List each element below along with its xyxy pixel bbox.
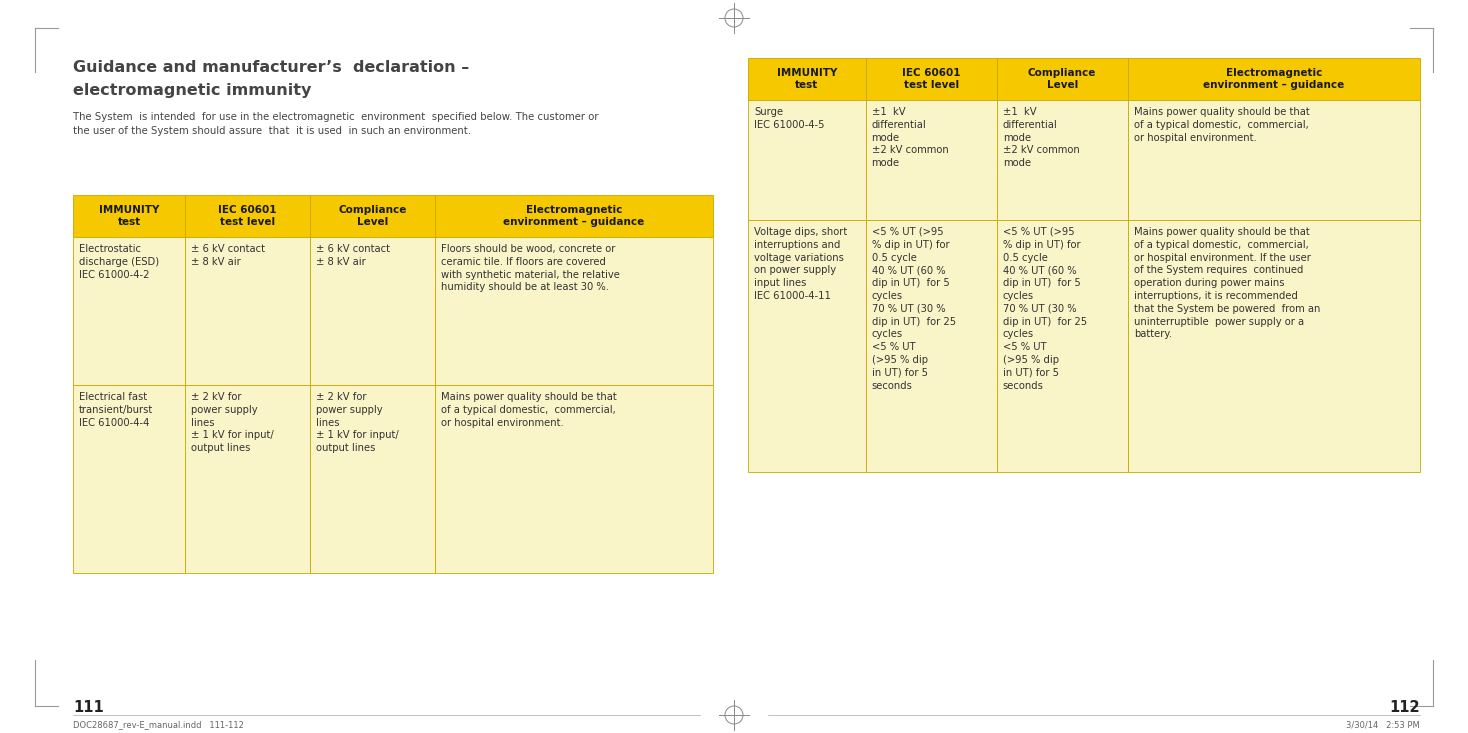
Bar	[435, 195, 713, 237]
Text: Floors should be wood, concrete or
ceramic tile. If floors are covered
with synt: Floors should be wood, concrete or ceram…	[440, 244, 619, 292]
Text: ± 6 kV contact
± 8 kV air: ± 6 kV contact ± 8 kV air	[316, 244, 390, 267]
Bar	[997, 58, 1127, 100]
Bar	[997, 220, 1127, 472]
Text: 111: 111	[73, 700, 104, 715]
Text: <5 % UT (>95
% dip in UT) for
0.5 cycle
40 % UT (60 %
dip in UT)  for 5
cycles
7: <5 % UT (>95 % dip in UT) for 0.5 cycle …	[1003, 227, 1086, 391]
Text: Mains power quality should be that
of a typical domestic,  commercial,
or hospit: Mains power quality should be that of a …	[1133, 107, 1309, 143]
Text: Voltage dips, short
interruptions and
voltage variations
on power supply
input l: Voltage dips, short interruptions and vo…	[755, 227, 847, 301]
Bar	[73, 385, 185, 573]
Bar	[185, 195, 310, 237]
Text: ± 2 kV for
power supply
lines
± 1 kV for input/
output lines: ± 2 kV for power supply lines ± 1 kV for…	[191, 392, 273, 453]
Text: ±1  kV
differential
mode
±2 kV common
mode: ±1 kV differential mode ±2 kV common mod…	[872, 107, 948, 168]
Text: Compliance
Level: Compliance Level	[338, 205, 407, 227]
Bar	[310, 237, 435, 385]
Text: IMMUNITY
test: IMMUNITY test	[98, 205, 159, 227]
Text: IEC 60601
test level: IEC 60601 test level	[901, 68, 960, 90]
Bar	[73, 195, 185, 237]
Text: Compliance
Level: Compliance Level	[1028, 68, 1097, 90]
Bar	[310, 195, 435, 237]
Text: IEC 60601
test level: IEC 60601 test level	[219, 205, 276, 227]
Bar	[73, 237, 185, 385]
Text: Electrical fast
transient/burst
IEC 61000-4-4: Electrical fast transient/burst IEC 6100…	[79, 392, 153, 427]
Bar	[866, 220, 997, 472]
Text: 112: 112	[1389, 700, 1420, 715]
Text: Mains power quality should be that
of a typical domestic,  commercial,
or hospit: Mains power quality should be that of a …	[440, 392, 617, 427]
Text: Electromagnetic
environment – guidance: Electromagnetic environment – guidance	[1204, 68, 1345, 90]
Text: ± 2 kV for
power supply
lines
± 1 kV for input/
output lines: ± 2 kV for power supply lines ± 1 kV for…	[316, 392, 398, 453]
Bar	[1127, 220, 1420, 472]
Text: ±1  kV
differential
mode
±2 kV common
mode: ±1 kV differential mode ±2 kV common mod…	[1003, 107, 1079, 168]
Bar	[749, 220, 866, 472]
Bar	[1127, 58, 1420, 100]
Text: Mains power quality should be that
of a typical domestic,  commercial,
or hospit: Mains power quality should be that of a …	[1133, 227, 1320, 339]
Text: electromagnetic immunity: electromagnetic immunity	[73, 83, 311, 98]
Text: Surge
IEC 61000-4-5: Surge IEC 61000-4-5	[755, 107, 825, 130]
Bar	[310, 385, 435, 573]
Bar	[997, 100, 1127, 220]
Bar	[1127, 100, 1420, 220]
Text: ± 6 kV contact
± 8 kV air: ± 6 kV contact ± 8 kV air	[191, 244, 266, 267]
Bar	[435, 237, 713, 385]
Bar	[749, 58, 866, 100]
Text: DOC28687_rev-E_manual.indd   111-112: DOC28687_rev-E_manual.indd 111-112	[73, 720, 244, 729]
Bar	[185, 237, 310, 385]
Text: IMMUNITY
test: IMMUNITY test	[777, 68, 837, 90]
Text: Electromagnetic
environment – guidance: Electromagnetic environment – guidance	[504, 205, 644, 227]
Text: The System  is intended  for use in the electromagnetic  environment  specified : The System is intended for use in the el…	[73, 112, 599, 136]
Bar	[866, 58, 997, 100]
Text: 3/30/14   2:53 PM: 3/30/14 2:53 PM	[1346, 720, 1420, 729]
Text: Guidance and manufacturer’s  declaration –: Guidance and manufacturer’s declaration …	[73, 60, 470, 75]
Text: Electrostatic
discharge (ESD)
IEC 61000-4-2: Electrostatic discharge (ESD) IEC 61000-…	[79, 244, 159, 279]
Bar	[435, 385, 713, 573]
Bar	[749, 100, 866, 220]
Text: <5 % UT (>95
% dip in UT) for
0.5 cycle
40 % UT (60 %
dip in UT)  for 5
cycles
7: <5 % UT (>95 % dip in UT) for 0.5 cycle …	[872, 227, 956, 391]
Bar	[185, 385, 310, 573]
Bar	[866, 100, 997, 220]
